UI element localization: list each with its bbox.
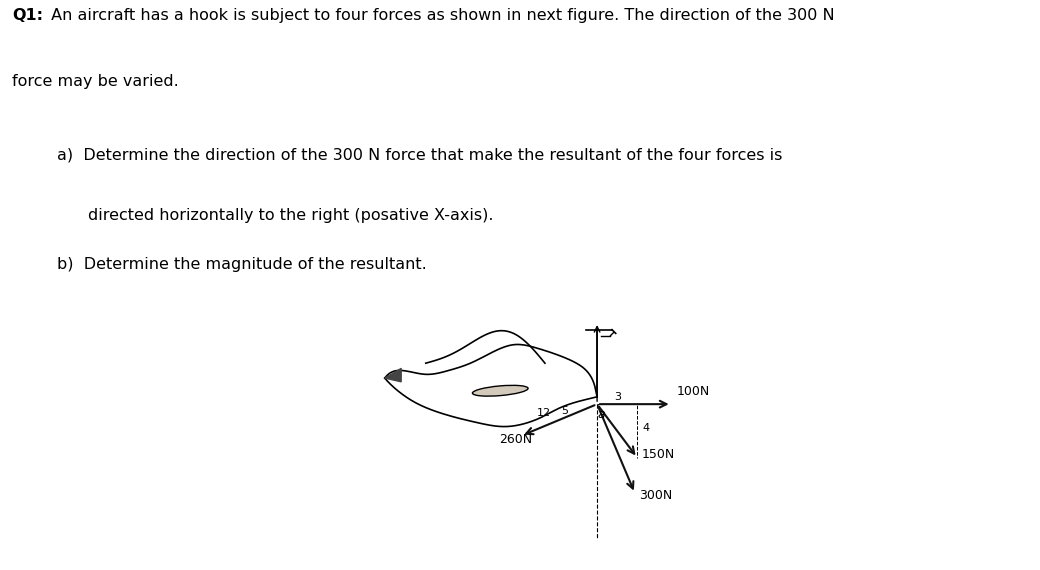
Text: a)  Determine the direction of the 300 N force that make the resultant of the fo: a) Determine the direction of the 300 N … — [57, 148, 782, 163]
Text: An aircraft has a hook is subject to four forces as shown in next figure. The di: An aircraft has a hook is subject to fou… — [46, 8, 834, 23]
Text: 12: 12 — [537, 408, 551, 418]
Text: 100N: 100N — [677, 385, 710, 398]
Text: 150N: 150N — [642, 448, 675, 461]
Text: Q1:: Q1: — [12, 8, 44, 23]
Text: 300N: 300N — [639, 489, 672, 502]
Text: 5: 5 — [561, 406, 568, 416]
Text: 260N: 260N — [499, 433, 532, 446]
Text: directed horizontally to the right (posative X-axis).: directed horizontally to the right (posa… — [88, 208, 494, 223]
Ellipse shape — [472, 385, 528, 396]
Text: a: a — [597, 408, 604, 421]
Text: b)  Determine the magnitude of the resultant.: b) Determine the magnitude of the result… — [57, 257, 427, 272]
Polygon shape — [385, 368, 401, 382]
Text: 3: 3 — [614, 392, 621, 402]
Text: force may be varied.: force may be varied. — [12, 74, 179, 89]
Text: 4: 4 — [643, 423, 650, 433]
